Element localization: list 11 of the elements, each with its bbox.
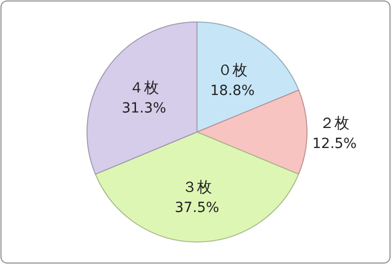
pie-slice — [94, 132, 300, 242]
data-label: 37.5% — [174, 200, 220, 216]
slice-label: ３枚 — [182, 178, 212, 196]
data-label: 31.3% — [122, 100, 166, 117]
pie-slice — [196, 22, 300, 132]
slice-label: ４枚 — [128, 78, 159, 97]
data-label: 18.8% — [210, 82, 255, 99]
slice-label: ０枚 — [217, 60, 248, 79]
slice-label: ２枚 — [320, 114, 350, 132]
pie-slice — [86, 22, 198, 175]
data-label: 12.5% — [312, 136, 357, 152]
